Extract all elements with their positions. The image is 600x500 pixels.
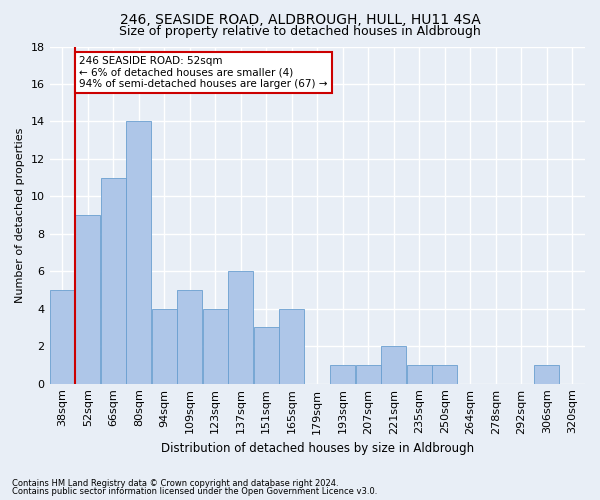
Bar	[254, 328, 278, 384]
Bar	[356, 365, 380, 384]
Bar	[127, 122, 151, 384]
Text: Size of property relative to detached houses in Aldbrough: Size of property relative to detached ho…	[119, 25, 481, 38]
Bar	[50, 290, 74, 384]
Bar	[331, 365, 355, 384]
Y-axis label: Number of detached properties: Number of detached properties	[15, 128, 25, 303]
Bar	[178, 290, 202, 384]
Text: 246, SEASIDE ROAD, ALDBROUGH, HULL, HU11 4SA: 246, SEASIDE ROAD, ALDBROUGH, HULL, HU11…	[119, 12, 481, 26]
Text: 246 SEASIDE ROAD: 52sqm
← 6% of detached houses are smaller (4)
94% of semi-deta: 246 SEASIDE ROAD: 52sqm ← 6% of detached…	[79, 56, 328, 89]
Bar	[101, 178, 125, 384]
Bar	[229, 272, 253, 384]
Bar	[203, 309, 227, 384]
Bar	[433, 365, 457, 384]
Bar	[382, 346, 406, 384]
Text: Contains public sector information licensed under the Open Government Licence v3: Contains public sector information licen…	[12, 487, 377, 496]
Bar	[280, 309, 304, 384]
Bar	[152, 309, 176, 384]
Bar	[76, 215, 100, 384]
Bar	[407, 365, 431, 384]
X-axis label: Distribution of detached houses by size in Aldbrough: Distribution of detached houses by size …	[161, 442, 474, 455]
Text: Contains HM Land Registry data © Crown copyright and database right 2024.: Contains HM Land Registry data © Crown c…	[12, 478, 338, 488]
Bar	[535, 365, 559, 384]
